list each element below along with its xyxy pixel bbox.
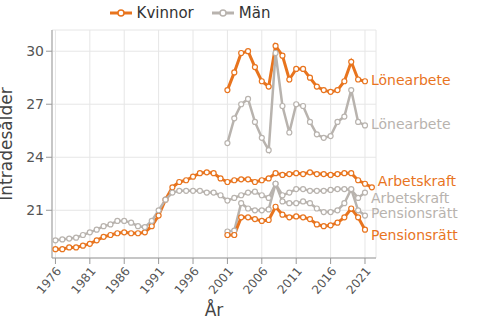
svg-text:2016: 2016	[309, 264, 339, 296]
svg-text:2006: 2006	[240, 264, 270, 296]
svg-text:1981: 1981	[68, 264, 98, 296]
svg-text:Arbetskraft: Arbetskraft	[378, 173, 457, 189]
svg-text:2001: 2001	[206, 264, 236, 296]
svg-text:Pensionsrätt: Pensionsrätt	[371, 205, 458, 221]
svg-text:2011: 2011	[275, 264, 305, 296]
svg-text:Inträdesålder: Inträdesålder	[8, 87, 16, 200]
svg-text:Arbetskraft: Arbetskraft	[371, 190, 450, 206]
svg-text:Pensionsrätt: Pensionsrätt	[371, 227, 458, 243]
svg-text:Lönearbete: Lönearbete	[371, 116, 451, 132]
svg-text:1991: 1991	[137, 264, 167, 296]
svg-text:1976: 1976	[34, 264, 64, 296]
svg-text:27: 27	[26, 96, 44, 112]
svg-text:2021: 2021	[343, 264, 373, 296]
svg-text:24: 24	[26, 149, 44, 165]
svg-text:1996: 1996	[171, 264, 201, 296]
html-text:Män: Män	[238, 4, 271, 22]
svg-text:År: År	[205, 299, 224, 320]
svg-text:1986: 1986	[103, 264, 133, 296]
svg-text:Lönearbete: Lönearbete	[371, 72, 451, 88]
svg-text:30: 30	[26, 43, 44, 59]
html-text:Kvinnor: Kvinnor	[136, 4, 194, 22]
svg-text:21: 21	[26, 202, 44, 218]
